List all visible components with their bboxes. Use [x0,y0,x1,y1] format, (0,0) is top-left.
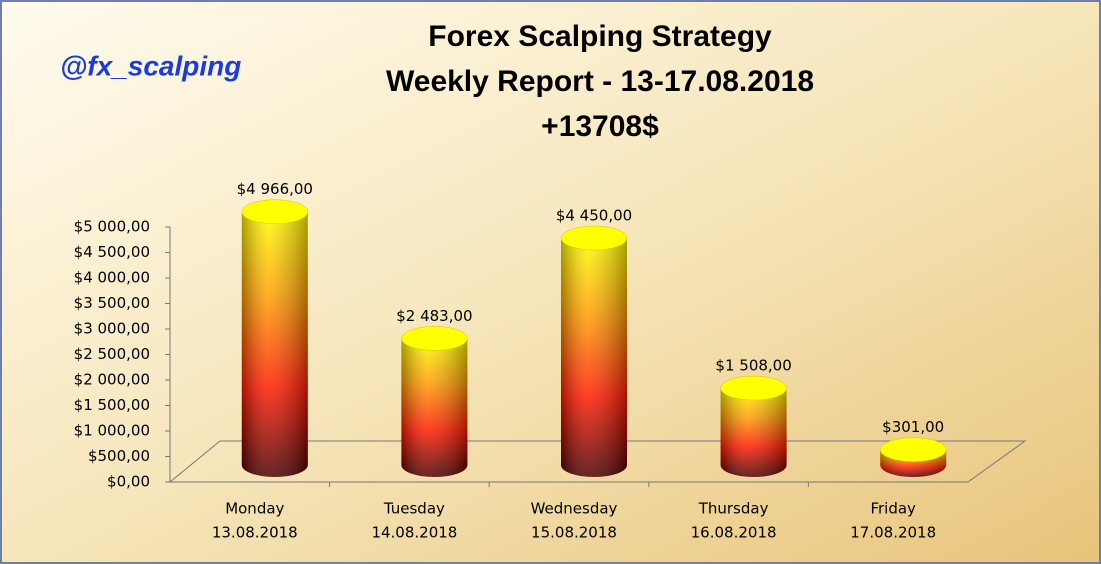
floor [168,440,1027,483]
bar-shade [720,388,787,477]
y-tick-label: $1 000,00 [74,422,150,440]
x-tick-label: 13.08.2018 [212,524,298,542]
x-tick-label: Tuesday [383,500,445,518]
data-label: $1 508,00 [715,357,791,375]
x-tick-label: Monday [225,500,284,518]
bar-shade [241,211,308,477]
data-label: $4 966,00 [237,180,313,198]
y-tick-label: $1 500,00 [74,396,150,414]
x-tick-label: 17.08.2018 [850,524,936,542]
bar-shade [401,338,468,477]
x-tick-label: 15.08.2018 [531,524,617,542]
chart-title: +13708$ [541,110,659,143]
bar-shade [880,449,947,477]
x-tick-label: Wednesday [531,500,618,518]
y-tick-label: $500,00 [88,447,150,465]
chart-title: Forex Scalping Strategy [428,20,772,53]
y-tick-label: $5 000,00 [74,218,150,236]
x-tick-label: 16.08.2018 [691,524,777,542]
y-tick-label: $0,00 [107,473,150,491]
y-tick-label: $4 000,00 [74,269,150,287]
y-tick-label: $4 500,00 [74,243,150,261]
bar-top [401,326,468,351]
data-label: $2 483,00 [396,307,472,325]
bar-top [560,225,628,251]
bar-shade [561,238,627,477]
data-label: $301,00 [882,418,944,436]
y-tick-label: $3 000,00 [74,320,150,338]
x-tick-label: 14.08.2018 [371,524,457,542]
bar-top [241,199,309,224]
y-tick-label: $2 000,00 [74,371,150,389]
x-tick-label: Friday [870,500,916,518]
y-tick-label: $3 500,00 [74,294,150,312]
data-label: $4 450,00 [556,207,632,225]
chart-title: Weekly Report - 13-17.08.2018 [386,65,814,98]
x-tick-label: Thursday [698,500,769,518]
annotation: @fx_scalping [60,50,241,81]
bar-top [720,375,787,401]
bar-top [879,437,947,462]
y-tick-label: $2 500,00 [74,345,150,363]
